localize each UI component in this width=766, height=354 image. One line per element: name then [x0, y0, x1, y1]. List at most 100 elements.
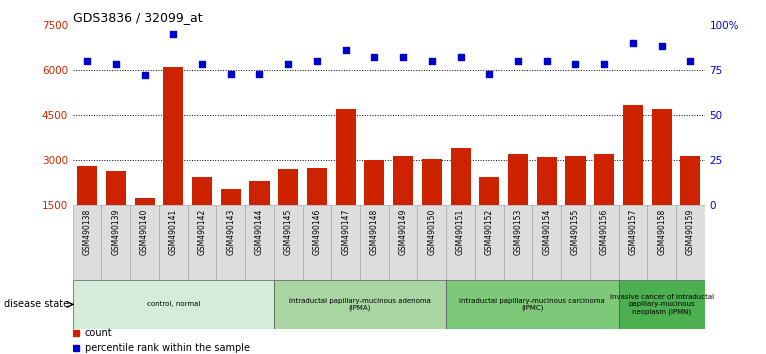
Bar	[504, 205, 532, 280]
Text: GSM490154: GSM490154	[542, 209, 552, 256]
Text: GSM490141: GSM490141	[169, 209, 178, 255]
Point	[110, 62, 122, 67]
Point	[339, 47, 352, 53]
Point	[426, 58, 438, 64]
Text: GSM490147: GSM490147	[341, 209, 350, 256]
Bar	[480, 177, 499, 205]
Point	[483, 71, 496, 76]
Point	[254, 71, 266, 76]
Text: invasive cancer of intraductal
papillary-mucinous
neoplasm (IPMN): invasive cancer of intraductal papillary…	[610, 294, 714, 315]
Point	[627, 40, 639, 46]
Bar	[652, 109, 672, 205]
Bar	[365, 160, 385, 205]
Point	[282, 62, 294, 67]
Text: GSM490156: GSM490156	[600, 209, 609, 256]
Bar	[676, 205, 705, 280]
Point	[569, 62, 581, 67]
Bar	[532, 205, 561, 280]
Bar	[307, 168, 327, 205]
Bar	[446, 205, 475, 280]
Bar	[680, 156, 700, 205]
Bar	[278, 169, 298, 205]
Text: GSM490142: GSM490142	[198, 209, 207, 255]
Bar	[221, 189, 241, 205]
Bar	[101, 205, 130, 280]
Point	[684, 58, 696, 64]
Text: GSM490152: GSM490152	[485, 209, 494, 255]
Text: GSM490155: GSM490155	[571, 209, 580, 256]
Bar	[389, 205, 417, 280]
Point	[167, 31, 179, 37]
Point	[311, 58, 323, 64]
Bar	[245, 205, 274, 280]
Bar	[73, 205, 101, 280]
Point	[139, 73, 151, 78]
Text: GDS3836 / 32099_at: GDS3836 / 32099_at	[73, 11, 202, 24]
Text: GSM490159: GSM490159	[686, 209, 695, 256]
Bar	[106, 171, 126, 205]
Bar	[73, 280, 274, 329]
Bar	[619, 280, 705, 329]
Text: GSM490144: GSM490144	[255, 209, 264, 256]
Bar	[77, 166, 97, 205]
Bar	[274, 280, 446, 329]
Text: control, normal: control, normal	[146, 302, 200, 307]
Text: GSM490140: GSM490140	[140, 209, 149, 256]
Bar	[159, 205, 188, 280]
Point	[598, 62, 611, 67]
Bar	[590, 205, 619, 280]
Bar	[303, 205, 332, 280]
Bar	[163, 67, 183, 205]
Text: GSM490153: GSM490153	[513, 209, 522, 256]
Text: percentile rank within the sample: percentile rank within the sample	[85, 343, 250, 353]
Text: GSM490158: GSM490158	[657, 209, 666, 255]
Bar	[623, 104, 643, 205]
Bar	[619, 205, 647, 280]
Text: GSM490149: GSM490149	[398, 209, 408, 256]
Text: GSM490143: GSM490143	[226, 209, 235, 256]
Text: disease state: disease state	[4, 299, 69, 309]
Point	[196, 62, 208, 67]
Bar	[475, 205, 504, 280]
Point	[81, 58, 93, 64]
Text: count: count	[85, 328, 113, 338]
Text: intraductal papillary-mucinous carcinoma
(IPMC): intraductal papillary-mucinous carcinoma…	[460, 298, 605, 311]
Text: GSM490145: GSM490145	[283, 209, 293, 256]
Text: GSM490150: GSM490150	[427, 209, 437, 256]
Point	[224, 71, 237, 76]
Bar	[274, 205, 303, 280]
Bar	[188, 205, 217, 280]
Point	[368, 55, 381, 60]
Text: GSM490138: GSM490138	[83, 209, 92, 255]
Point	[541, 58, 553, 64]
Point	[656, 44, 668, 49]
Bar	[647, 205, 676, 280]
Text: GSM490146: GSM490146	[313, 209, 322, 256]
Point	[397, 55, 409, 60]
Text: GSM490139: GSM490139	[111, 209, 120, 256]
Bar	[135, 198, 155, 205]
Bar	[217, 205, 245, 280]
Bar	[417, 205, 446, 280]
Text: GSM490157: GSM490157	[628, 209, 637, 256]
Bar	[446, 280, 619, 329]
Bar	[336, 109, 355, 205]
Bar	[360, 205, 389, 280]
Bar	[508, 154, 528, 205]
Bar	[332, 205, 360, 280]
Bar	[250, 181, 270, 205]
Bar	[393, 156, 413, 205]
Text: intraductal papillary-mucinous adenoma
(IPMA): intraductal papillary-mucinous adenoma (…	[289, 298, 431, 311]
Bar	[565, 156, 585, 205]
Point	[512, 58, 524, 64]
Bar	[537, 157, 557, 205]
Bar	[561, 205, 590, 280]
Point	[454, 55, 466, 60]
Text: GSM490151: GSM490151	[456, 209, 465, 255]
Bar	[130, 205, 159, 280]
Text: GSM490148: GSM490148	[370, 209, 379, 255]
Bar	[192, 177, 212, 205]
Bar	[594, 154, 614, 205]
Bar	[450, 148, 470, 205]
Bar	[422, 159, 442, 205]
